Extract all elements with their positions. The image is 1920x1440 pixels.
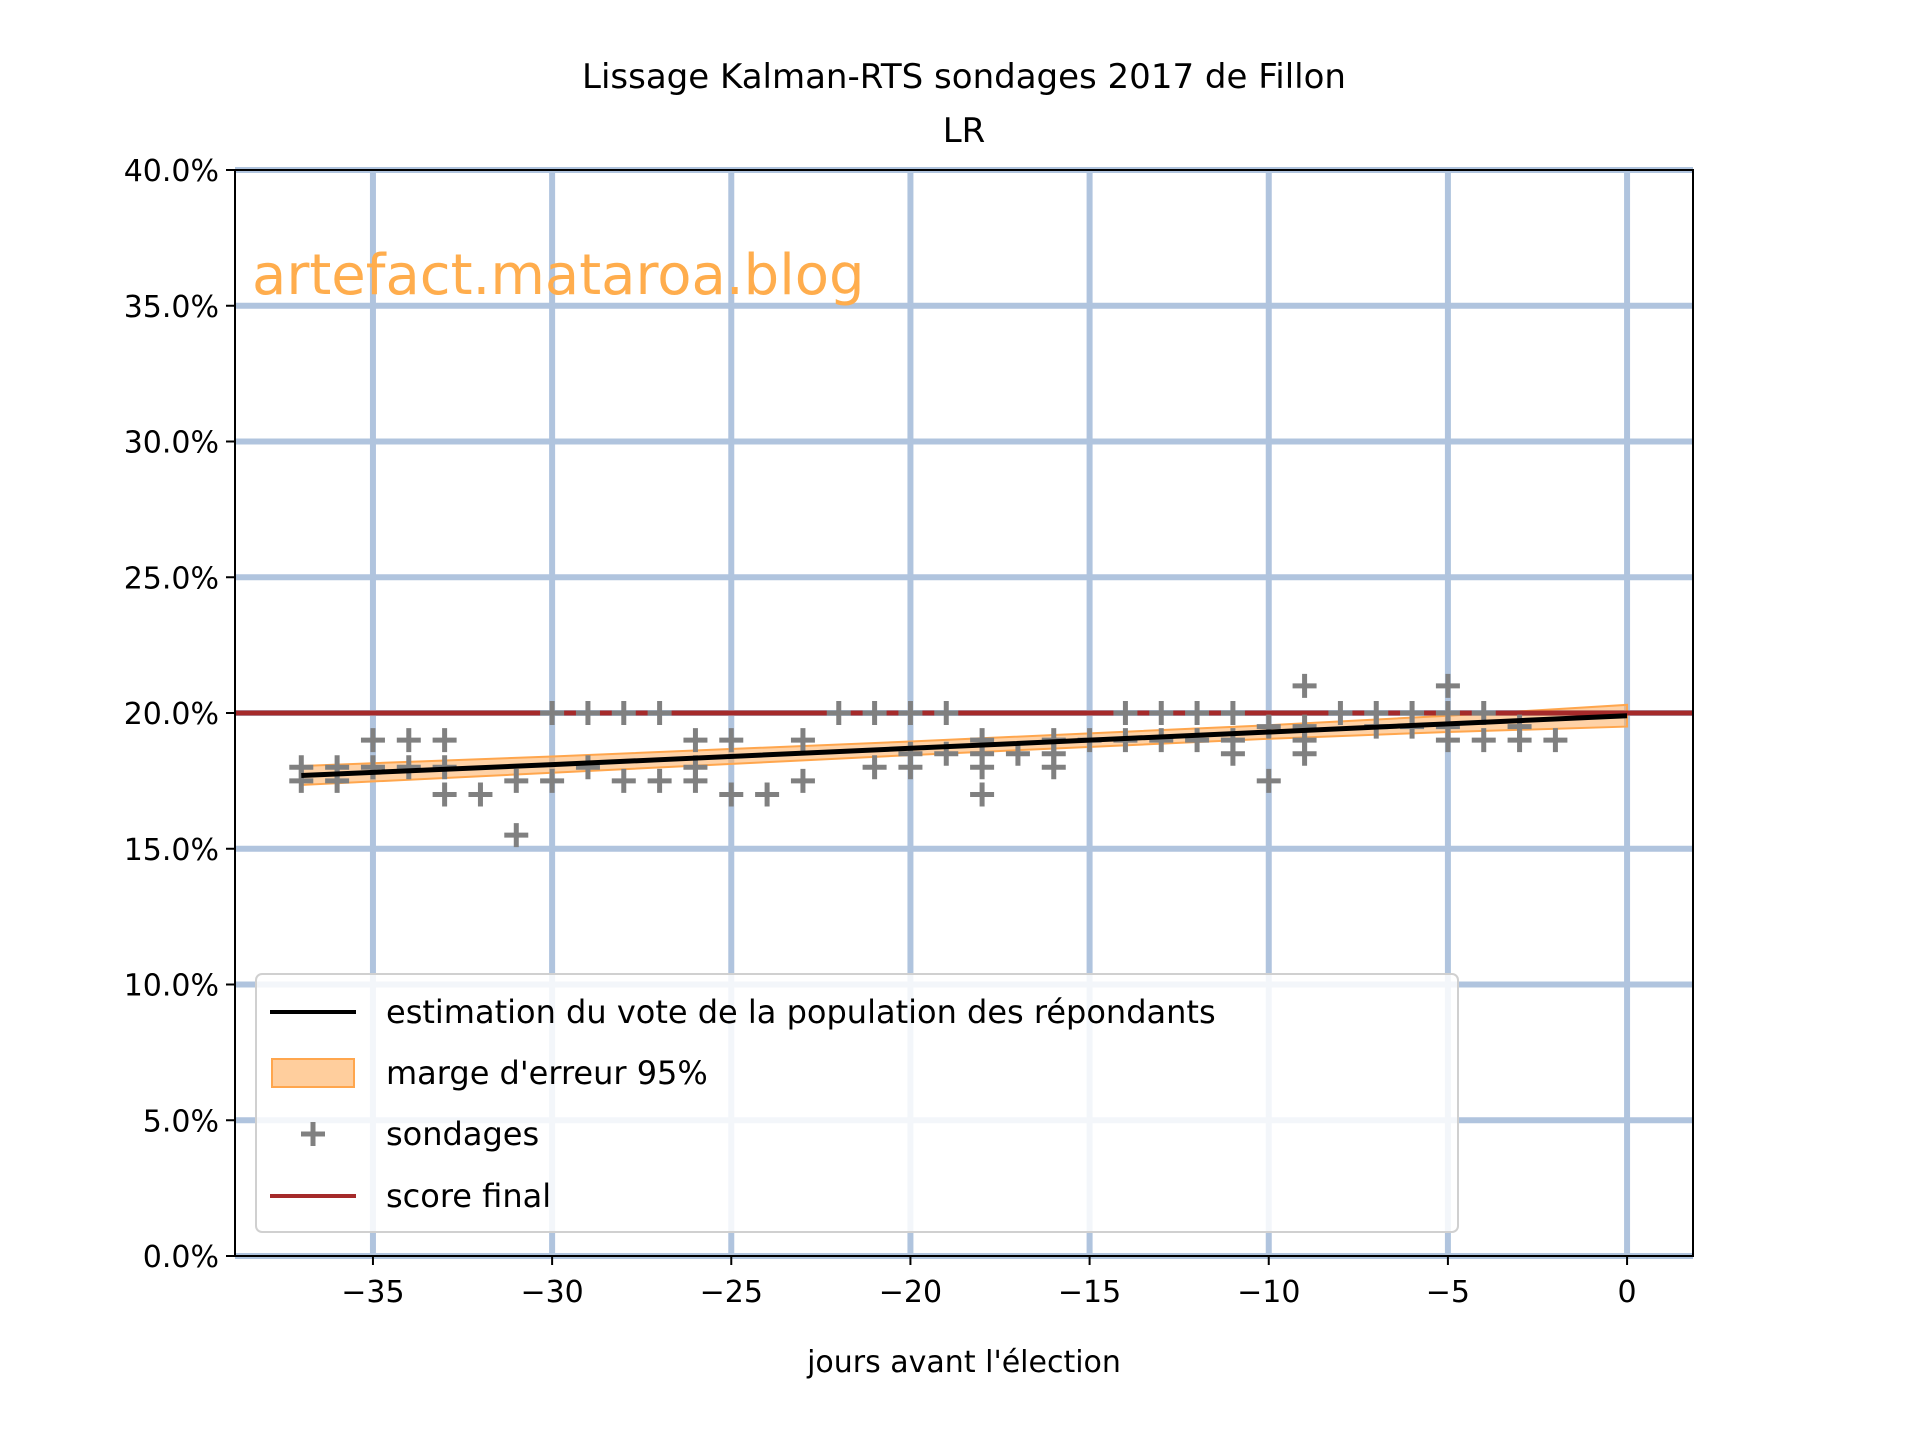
- poll-point: [790, 728, 815, 753]
- poll-point: [862, 755, 887, 780]
- x-tick-label: −30: [520, 1275, 583, 1310]
- legend-label-final: score final: [386, 1177, 551, 1215]
- legend-label-polls: sondages: [386, 1115, 539, 1153]
- poll-point: [683, 768, 708, 793]
- poll-point: [1292, 673, 1317, 698]
- poll-point: [611, 768, 636, 793]
- y-tick-label: 0.0%: [143, 1240, 219, 1275]
- poll-point: [611, 701, 636, 725]
- poll-point: [504, 823, 529, 848]
- poll-point: [575, 755, 600, 780]
- poll-point: [1113, 701, 1138, 725]
- x-tick-label: −25: [700, 1275, 763, 1310]
- chart-subtitle: LR: [943, 111, 986, 151]
- y-tick-label: 5.0%: [143, 1104, 219, 1139]
- poll-point: [647, 768, 672, 793]
- legend-box: [255, 973, 1459, 1233]
- poll-point: [647, 701, 672, 725]
- y-tick-label: 40.0%: [124, 154, 219, 189]
- x-tick-label: −10: [1237, 1275, 1300, 1310]
- legend-label-band: marge d'erreur 95%: [386, 1054, 708, 1092]
- legend-handle-marker-icon: [301, 1122, 325, 1146]
- y-tick-label: 30.0%: [124, 426, 219, 461]
- x-tick-label: −35: [341, 1275, 404, 1310]
- poll-point: [1256, 768, 1281, 793]
- poll-point: [540, 768, 565, 793]
- y-tick-label: 15.0%: [124, 833, 219, 868]
- x-tick-label: −20: [879, 1275, 942, 1310]
- poll-point: [504, 768, 529, 793]
- poll-point: [1041, 755, 1066, 780]
- poll-point: [1435, 673, 1460, 698]
- poll-point: [1220, 701, 1245, 725]
- legend-label-estimate: estimation du vote de la population des …: [386, 993, 1216, 1031]
- poll-point: [755, 782, 780, 807]
- poll-point: [432, 782, 457, 807]
- x-tick-label: −15: [1058, 1275, 1121, 1310]
- poll-point: [683, 728, 708, 753]
- poll-point: [970, 782, 995, 807]
- x-tick-label: −5: [1426, 1275, 1470, 1310]
- poll-point: [790, 768, 815, 793]
- poll-point: [826, 701, 851, 725]
- poll-point: [289, 768, 314, 793]
- poll-point: [432, 728, 457, 753]
- poll-point: [575, 701, 600, 725]
- poll-point: [360, 755, 385, 780]
- poll-point: [1256, 714, 1281, 739]
- poll-point: [396, 755, 421, 780]
- chart-title: Lissage Kalman-RTS sondages 2017 de Fill…: [582, 57, 1346, 97]
- poll-point: [1185, 701, 1210, 725]
- poll-point: [1185, 728, 1210, 753]
- x-axis-label: jours avant l'élection: [806, 1345, 1121, 1380]
- y-axis: 0.0% 5.0% 10.0% 15.0% 20.0% 25.0% 30.0% 35.0% 40…: [124, 154, 235, 1275]
- poll-point: [970, 755, 995, 780]
- poll-point: [468, 782, 493, 807]
- y-tick-label: 35.0%: [124, 290, 219, 325]
- poll-point: [1543, 728, 1568, 753]
- poll-point: [360, 728, 385, 753]
- poll-point: [1507, 728, 1532, 753]
- poll-point: [1220, 741, 1245, 766]
- estimate-layer: [301, 713, 1628, 778]
- poll-point: [934, 701, 959, 725]
- poll-point: [540, 701, 565, 725]
- poll-point: [862, 701, 887, 725]
- poll-point: [719, 782, 744, 807]
- poll-point: [898, 701, 923, 725]
- poll-point: [1149, 728, 1174, 753]
- poll-point: [1328, 701, 1353, 725]
- poll-point: [1471, 728, 1496, 753]
- y-tick-label: 10.0%: [124, 969, 219, 1004]
- y-tick-label: 25.0%: [124, 561, 219, 596]
- legend-handle-band: [271, 1058, 355, 1088]
- poll-point: [719, 728, 744, 753]
- estimate-line: [301, 713, 1628, 778]
- y-tick-label: 20.0%: [124, 697, 219, 732]
- poll-point: [1292, 741, 1317, 766]
- x-axis: −35 −30 −25 −20 −15 −10 −5 0: [341, 1256, 1637, 1310]
- x-tick-label: 0: [1618, 1275, 1637, 1310]
- poll-point: [396, 728, 421, 753]
- legend: estimation du vote de la population des …: [255, 973, 1459, 1233]
- watermark: artefact.mataroa.blog: [252, 243, 865, 308]
- poll-point: [1435, 728, 1460, 753]
- poll-point: [1149, 701, 1174, 725]
- poll-point: [898, 755, 923, 780]
